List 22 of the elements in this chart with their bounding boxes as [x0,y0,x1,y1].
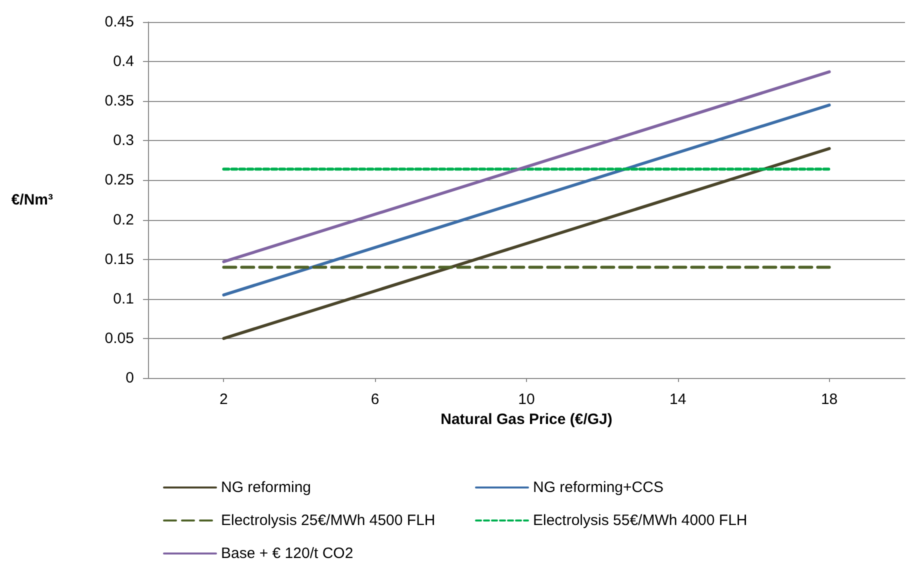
legend-label: NG reforming [221,479,312,496]
legend-label: NG reforming+CCS [533,479,664,496]
y-tick-label: 0.3 [113,132,134,150]
x-tick-label: 18 [820,391,838,408]
legend-label: Base + € 120/t CO2 [221,545,354,562]
y-tick-label: 0.05 [104,330,134,347]
legend-label: Electrolysis 55€/MWh 4000 FLH [533,512,748,529]
y-tick-label: 0.45 [104,14,134,30]
y-tick-label: 0.4 [113,53,134,70]
y-axis-title: €/Nm³ [11,192,53,208]
x-tick-label: 6 [370,391,380,408]
y-tick-label: 0.35 [104,92,134,110]
y-tick-label: 0.15 [104,250,134,268]
y-tick-label: 0.1 [113,290,134,308]
x-axis-title: Natural Gas Price (€/GJ) [440,410,612,428]
x-tick-label: 10 [518,391,535,408]
y-tick-label: 0.25 [104,172,134,189]
legend-label: Electrolysis 25€/MWh 4500 FLH [221,512,436,529]
x-tick-label: 14 [670,391,686,408]
y-tick-label: 0.2 [113,211,134,228]
y-tick-label: 0 [126,370,134,386]
x-tick-label: 2 [220,391,228,408]
